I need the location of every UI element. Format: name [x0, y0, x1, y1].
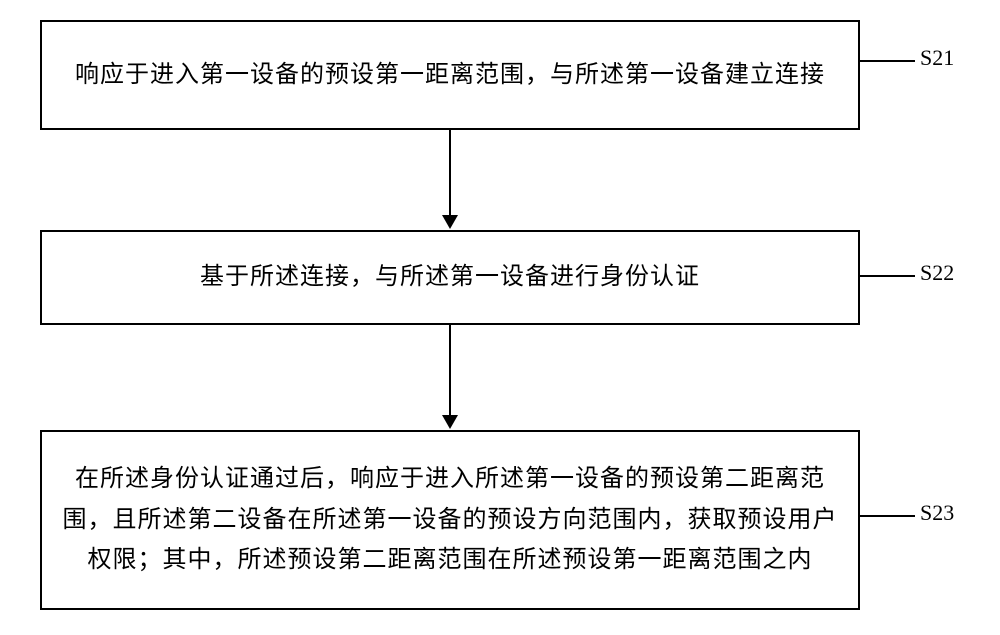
arrow-head-icon: [442, 415, 458, 429]
flow-node-s21: 响应于进入第一设备的预设第一距离范围，与所述第一设备建立连接: [40, 20, 860, 130]
step-label-s22: S22: [920, 260, 954, 286]
flow-node-s22: 基于所述连接，与所述第一设备进行身份认证: [40, 230, 860, 325]
label-connector: [860, 275, 915, 277]
flowchart-canvas: 响应于进入第一设备的预设第一距离范围，与所述第一设备建立连接 S21 基于所述连…: [0, 0, 1000, 635]
label-connector: [860, 515, 915, 517]
arrow-line: [449, 130, 451, 215]
arrow-head-icon: [442, 215, 458, 229]
flow-node-text: 基于所述连接，与所述第一设备进行身份认证: [200, 257, 700, 298]
arrow-line: [449, 325, 451, 415]
label-connector: [860, 60, 915, 62]
flow-node-text: 响应于进入第一设备的预设第一距离范围，与所述第一设备建立连接: [75, 55, 825, 96]
step-label-s23: S23: [920, 500, 954, 526]
flow-node-s23: 在所述身份认证通过后，响应于进入所述第一设备的预设第二距离范围，且所述第二设备在…: [40, 430, 860, 610]
flow-node-text: 在所述身份认证通过后，响应于进入所述第一设备的预设第二距离范围，且所述第二设备在…: [62, 459, 838, 581]
step-label-s21: S21: [920, 45, 954, 71]
